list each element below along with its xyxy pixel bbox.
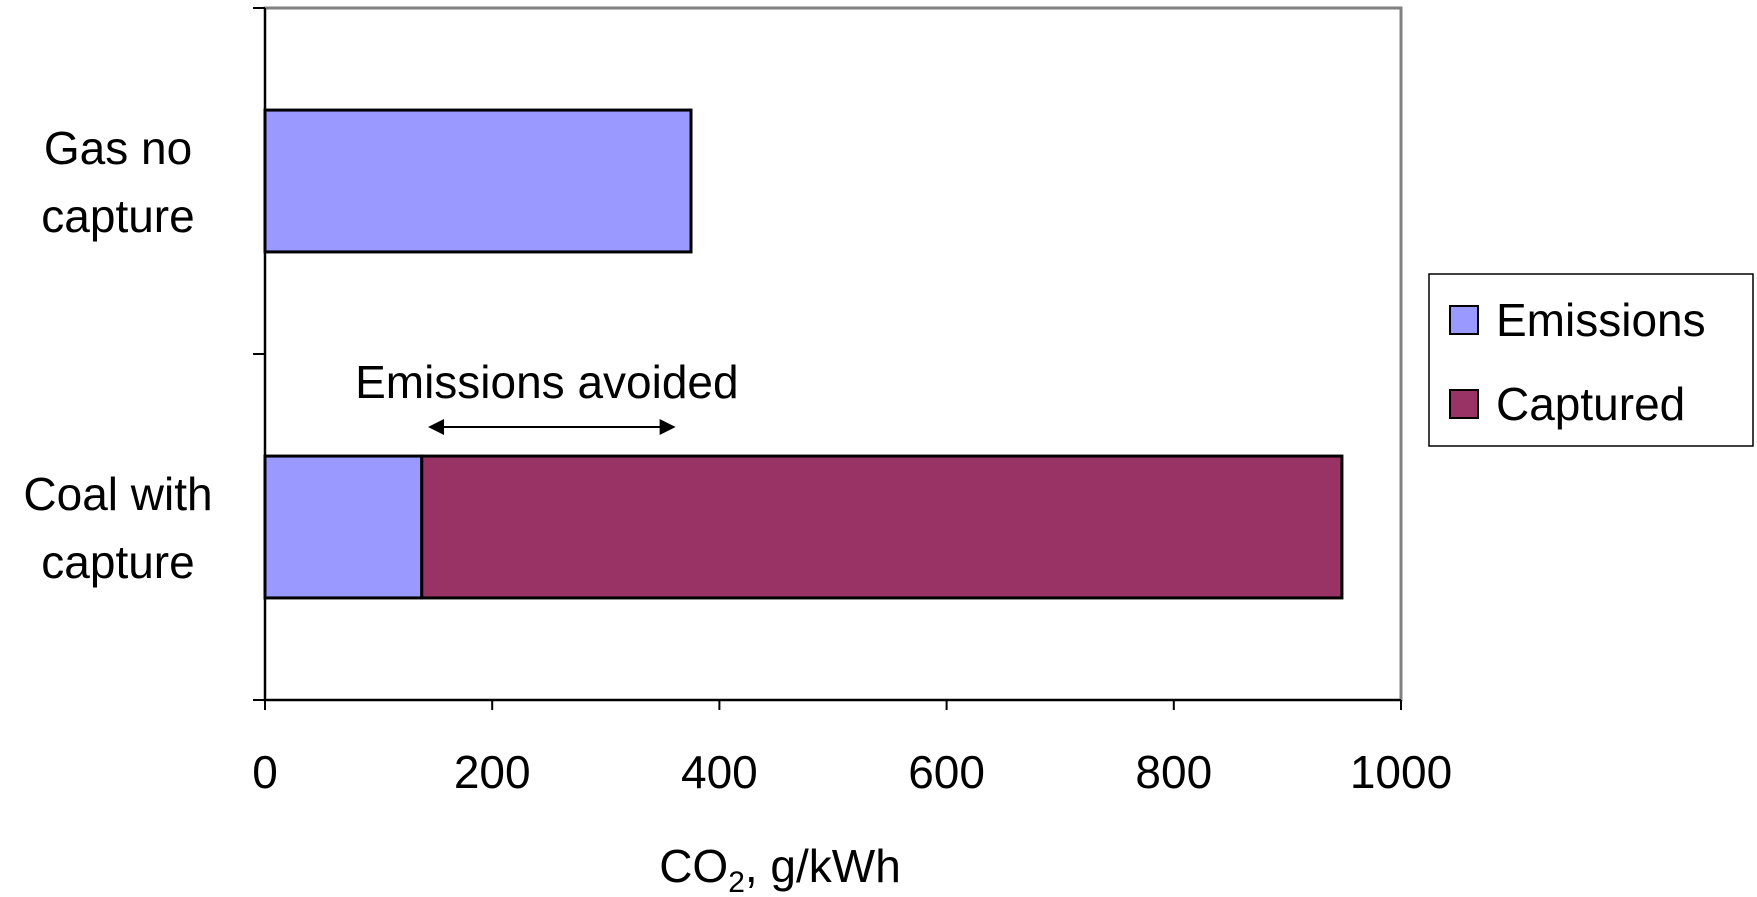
category-label-line: Gas no [44,122,192,174]
bar-captured [420,454,1344,600]
legend: Emissions Captured [1428,273,1754,447]
x-tick-label: 800 [1135,746,1212,798]
category-label-line: capture [41,190,194,242]
legend-label-captured: Captured [1496,378,1685,430]
x-tick-labels: 0 200 400 600 800 1000 [252,746,1452,798]
legend-label-emissions: Emissions [1496,294,1706,346]
axis-ticks [253,7,1402,710]
x-axis-label-sub: 2 [728,866,745,897]
x-tick-label: 400 [681,746,758,798]
x-axis-label: CO2, g/kWh [659,840,901,897]
x-tick-label: 1000 [1350,746,1452,798]
legend-box [1428,273,1754,447]
category-label-line: Coal with [23,468,212,520]
legend-items: Emissions Captured [1449,294,1706,430]
x-tick-label: 200 [454,746,531,798]
x-tick-label: 0 [252,746,278,798]
bar-emissions [263,108,693,254]
bars [263,108,1344,600]
category-label: Coal with capture [23,468,212,588]
category-label: Gas no capture [41,122,194,242]
annotation-arrow-head-right [659,419,676,435]
legend-swatch-emissions [1449,305,1479,335]
category-label-line: capture [41,536,194,588]
category-labels: Gas no capture Coal with capture [23,122,212,588]
annotation-text: Emissions avoided [355,356,739,408]
x-tick-label: 600 [908,746,985,798]
x-axis-label-rest: , g/kWh [745,840,901,892]
bar-emissions [263,454,424,600]
legend-swatch-captured [1449,389,1479,419]
x-axis-label-main: CO [659,840,728,892]
annotation: Emissions avoided [355,356,739,435]
annotation-arrow-head-left [428,419,445,435]
